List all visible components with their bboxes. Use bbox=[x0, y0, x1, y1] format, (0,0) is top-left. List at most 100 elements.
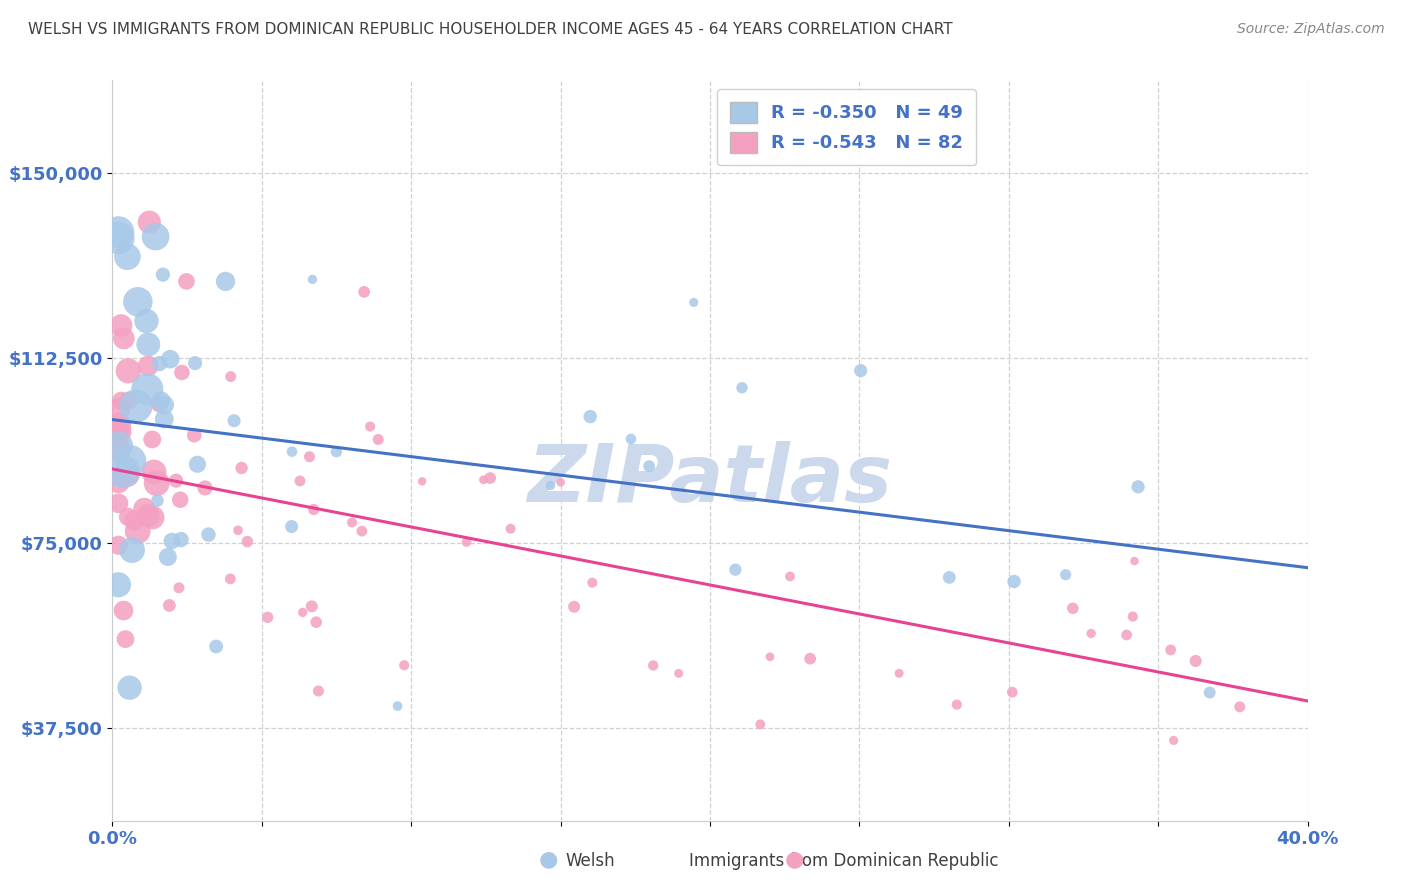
Point bbox=[540, 478, 562, 492]
Point bbox=[1122, 609, 1144, 624]
Point bbox=[153, 398, 176, 412]
Point bbox=[112, 603, 135, 617]
Point bbox=[205, 640, 228, 654]
Text: Immigrants from Dominican Republic: Immigrants from Dominican Republic bbox=[689, 852, 998, 870]
Point bbox=[456, 535, 478, 549]
Text: ●: ● bbox=[785, 850, 804, 870]
Text: ZIPatlas: ZIPatlas bbox=[527, 441, 893, 519]
Point bbox=[142, 510, 165, 524]
Point bbox=[392, 658, 415, 673]
Point bbox=[499, 522, 522, 536]
Point bbox=[302, 502, 325, 516]
Point bbox=[256, 610, 278, 624]
Point bbox=[157, 599, 180, 613]
Point bbox=[1184, 654, 1206, 668]
Point bbox=[280, 519, 302, 533]
Point bbox=[115, 467, 138, 482]
Point bbox=[121, 543, 143, 558]
Point bbox=[152, 268, 174, 282]
Point bbox=[112, 332, 135, 346]
Point bbox=[184, 356, 207, 370]
Point bbox=[291, 606, 314, 620]
Point bbox=[186, 457, 208, 471]
Point bbox=[938, 570, 960, 584]
Text: Source: ZipAtlas.com: Source: ZipAtlas.com bbox=[1237, 22, 1385, 37]
Point bbox=[170, 366, 193, 380]
Point bbox=[135, 314, 157, 328]
Point bbox=[799, 651, 821, 665]
Point bbox=[153, 412, 176, 426]
Point bbox=[145, 229, 167, 244]
Point bbox=[107, 231, 129, 245]
Point bbox=[107, 578, 129, 592]
Point bbox=[579, 409, 602, 424]
Point bbox=[107, 439, 129, 453]
Point bbox=[176, 274, 198, 288]
Point bbox=[301, 272, 323, 286]
Point bbox=[1160, 643, 1182, 657]
Point bbox=[759, 649, 782, 664]
Point bbox=[112, 465, 135, 479]
Point bbox=[111, 425, 134, 439]
Point bbox=[620, 432, 643, 446]
Point bbox=[107, 538, 129, 552]
Point bbox=[107, 418, 129, 433]
Point bbox=[136, 359, 159, 373]
Point bbox=[107, 475, 129, 489]
Point bbox=[197, 527, 219, 541]
Point bbox=[143, 465, 166, 479]
Point bbox=[1062, 601, 1084, 615]
Point bbox=[946, 698, 969, 712]
Point bbox=[159, 352, 181, 367]
Point bbox=[340, 516, 363, 530]
Point bbox=[1001, 685, 1024, 699]
Point bbox=[1126, 480, 1149, 494]
Point bbox=[226, 524, 249, 538]
Text: Welsh: Welsh bbox=[565, 852, 616, 870]
Point bbox=[120, 454, 142, 468]
Point bbox=[350, 524, 373, 538]
Point bbox=[107, 442, 129, 457]
Point bbox=[411, 475, 433, 489]
Point bbox=[472, 473, 495, 487]
Point bbox=[301, 599, 323, 614]
Point bbox=[1229, 699, 1251, 714]
Point bbox=[308, 684, 330, 698]
Point bbox=[146, 493, 169, 508]
Point bbox=[134, 501, 156, 516]
Point bbox=[668, 666, 690, 681]
Point bbox=[887, 666, 910, 681]
Point bbox=[138, 215, 160, 229]
Point bbox=[224, 414, 246, 428]
Point bbox=[731, 381, 754, 395]
Point bbox=[779, 569, 801, 583]
Point bbox=[1123, 554, 1146, 568]
Point bbox=[169, 492, 191, 507]
Point bbox=[136, 337, 159, 351]
Point bbox=[110, 393, 132, 408]
Point bbox=[638, 459, 661, 474]
Point bbox=[550, 475, 572, 490]
Point bbox=[214, 274, 236, 288]
Point bbox=[236, 534, 259, 549]
Text: ●: ● bbox=[538, 850, 558, 870]
Text: WELSH VS IMMIGRANTS FROM DOMINICAN REPUBLIC HOUSEHOLDER INCOME AGES 45 - 64 YEAR: WELSH VS IMMIGRANTS FROM DOMINICAN REPUB… bbox=[28, 22, 953, 37]
Point bbox=[1054, 567, 1077, 582]
Legend: R = -0.350   N = 49, R = -0.543   N = 82: R = -0.350 N = 49, R = -0.543 N = 82 bbox=[717, 89, 976, 165]
Point bbox=[107, 403, 129, 417]
Point bbox=[298, 450, 321, 464]
Point bbox=[849, 364, 872, 378]
Point bbox=[107, 424, 129, 438]
Point bbox=[562, 599, 585, 614]
Point bbox=[149, 357, 172, 371]
Point bbox=[643, 658, 665, 673]
Point bbox=[1163, 733, 1185, 747]
Point bbox=[118, 681, 141, 695]
Point bbox=[170, 533, 193, 547]
Point bbox=[1198, 685, 1220, 699]
Point bbox=[479, 471, 502, 485]
Point bbox=[107, 225, 129, 239]
Point bbox=[117, 250, 139, 264]
Point bbox=[288, 474, 311, 488]
Point bbox=[156, 549, 179, 564]
